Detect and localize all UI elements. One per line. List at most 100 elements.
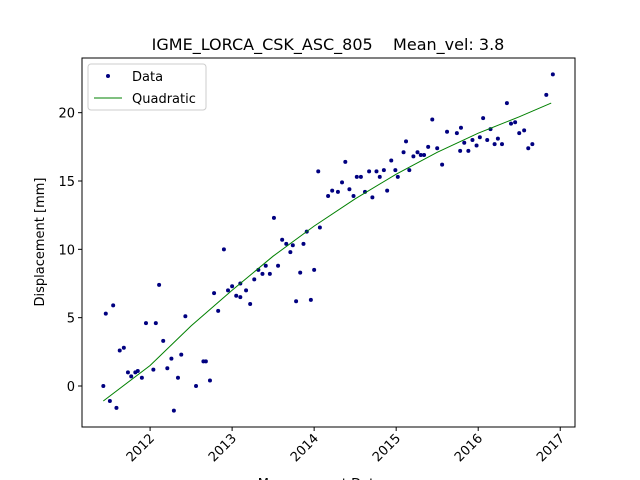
data-point bbox=[454, 131, 459, 136]
data-point bbox=[401, 150, 406, 155]
y-tick-label: 0 bbox=[67, 380, 75, 395]
data-point bbox=[513, 120, 518, 125]
data-point bbox=[111, 303, 116, 308]
data-point bbox=[288, 250, 293, 255]
data-point bbox=[418, 153, 423, 158]
data-point bbox=[347, 187, 352, 192]
data-point bbox=[462, 140, 467, 145]
data-point bbox=[226, 288, 231, 293]
x-tick-label: 2012 bbox=[124, 431, 158, 465]
data-point bbox=[267, 271, 272, 276]
x-tick-label: 2013 bbox=[206, 431, 240, 465]
data-point bbox=[183, 314, 188, 319]
data-point bbox=[351, 194, 356, 199]
data-point bbox=[238, 295, 243, 300]
data-point bbox=[276, 263, 281, 268]
data-point bbox=[135, 368, 140, 373]
data-point bbox=[522, 128, 527, 133]
x-tick-label: 2015 bbox=[370, 431, 404, 465]
data-point bbox=[474, 143, 479, 148]
fit-line bbox=[102, 102, 552, 402]
y-tick-label: 5 bbox=[67, 312, 75, 327]
data-point bbox=[377, 174, 382, 179]
data-point bbox=[230, 284, 235, 289]
x-tick-label: 2017 bbox=[534, 431, 568, 465]
data-point bbox=[381, 168, 386, 173]
data-point bbox=[517, 131, 522, 136]
data-point bbox=[207, 378, 212, 383]
data-point bbox=[308, 297, 313, 302]
data-point bbox=[445, 129, 450, 134]
data-point bbox=[203, 359, 208, 364]
data-point bbox=[370, 195, 375, 200]
data-point bbox=[550, 72, 555, 77]
data-point bbox=[107, 399, 112, 404]
data-point bbox=[440, 162, 445, 167]
data-point bbox=[312, 267, 317, 272]
data-point bbox=[407, 168, 412, 173]
data-point bbox=[260, 271, 265, 276]
legend-label: Quadratic bbox=[132, 92, 196, 107]
data-point bbox=[244, 288, 249, 293]
data-point bbox=[389, 158, 394, 163]
data-point bbox=[526, 146, 531, 151]
data-point bbox=[385, 188, 390, 193]
data-point bbox=[530, 142, 535, 147]
data-point bbox=[153, 321, 158, 326]
data-point bbox=[470, 138, 475, 142]
data-point bbox=[161, 338, 166, 343]
data-point bbox=[271, 215, 276, 220]
data-point bbox=[294, 299, 299, 304]
data-point bbox=[485, 138, 490, 142]
data-point bbox=[374, 169, 379, 174]
data-point bbox=[121, 345, 126, 350]
y-axis-label: Displacement [mm] bbox=[33, 178, 48, 307]
data-point bbox=[363, 189, 368, 194]
x-tick-label: 2014 bbox=[288, 431, 322, 465]
data-point bbox=[129, 374, 134, 379]
data-point bbox=[393, 168, 398, 173]
data-point bbox=[343, 159, 348, 164]
data-point bbox=[326, 194, 331, 199]
data-point bbox=[280, 237, 285, 242]
data-point bbox=[422, 153, 427, 158]
data-point bbox=[492, 142, 497, 147]
data-point bbox=[212, 291, 217, 296]
data-point bbox=[114, 405, 119, 410]
data-point bbox=[395, 174, 400, 179]
data-point bbox=[430, 117, 435, 122]
data-point bbox=[117, 348, 122, 353]
data-point bbox=[509, 121, 514, 126]
data-point bbox=[354, 174, 359, 179]
data-point bbox=[298, 270, 303, 275]
data-point bbox=[404, 139, 409, 144]
legend-label: Data bbox=[132, 70, 163, 85]
data-point bbox=[499, 142, 504, 147]
data-point bbox=[458, 125, 463, 130]
data-point bbox=[426, 144, 431, 149]
data-point bbox=[248, 302, 253, 306]
data-point bbox=[477, 135, 482, 140]
data-point bbox=[358, 174, 363, 179]
plot-frame bbox=[81, 57, 576, 428]
chart-title: IGME_LORCA_CSK_ASC_805 Mean_vel: 3.8 bbox=[152, 35, 505, 55]
data-point bbox=[151, 367, 156, 372]
data-point bbox=[216, 308, 221, 313]
data-point bbox=[234, 293, 239, 298]
data-point bbox=[179, 352, 184, 357]
data-point bbox=[103, 311, 108, 316]
data-point bbox=[263, 263, 268, 268]
data-point bbox=[284, 241, 289, 246]
data-point bbox=[340, 180, 345, 185]
x-tick-label: 2016 bbox=[452, 431, 486, 465]
data-point bbox=[481, 116, 486, 121]
y-tick-label: 20 bbox=[58, 107, 75, 122]
data-point bbox=[317, 225, 322, 230]
data-point bbox=[290, 243, 295, 248]
data-point bbox=[495, 136, 500, 141]
data-point bbox=[435, 146, 440, 151]
data-point bbox=[175, 375, 180, 380]
data-point bbox=[301, 241, 306, 246]
